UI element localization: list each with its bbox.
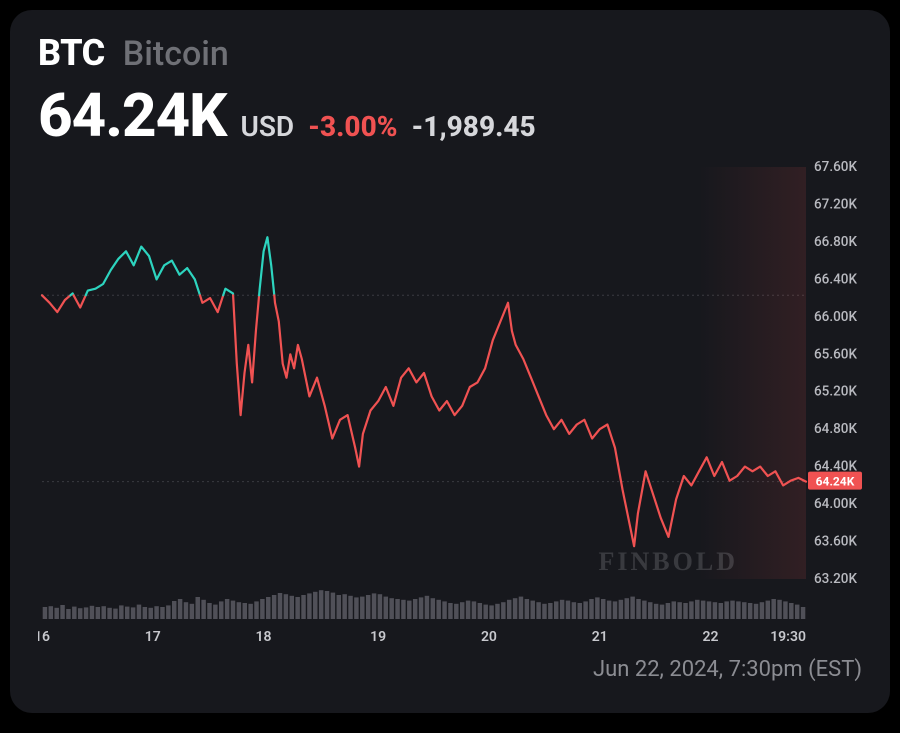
price-chart-svg: 67.60K 67.20K 66.80K 66.40K 66.00K 65.60K 65.2…: [38, 159, 868, 649]
svg-text:63.60K: 63.60K: [814, 534, 857, 550]
svg-text:21: 21: [592, 629, 608, 645]
svg-text:64.24K: 64.24K: [816, 475, 855, 489]
price-chart-card: BTC Bitcoin 64.24K USD -3.00% -1,989.45 …: [10, 10, 890, 713]
svg-text:64.00K: 64.00K: [814, 496, 857, 512]
asset-currency: USD: [240, 110, 294, 143]
asset-abs-change: -1,989.45: [411, 110, 535, 143]
asset-pct-change: -3.00%: [308, 110, 397, 143]
svg-text:64.80K: 64.80K: [814, 421, 857, 437]
svg-text:19: 19: [370, 629, 386, 645]
asset-symbol: BTC: [38, 32, 105, 74]
timestamp-footer: Jun 22, 2024, 7:30pm (EST): [38, 657, 868, 682]
svg-text:67.20K: 67.20K: [814, 196, 857, 212]
asset-price: 64.24K: [38, 80, 226, 151]
svg-text:67.60K: 67.60K: [814, 159, 857, 175]
svg-text:18: 18: [256, 629, 272, 645]
svg-text:20: 20: [481, 629, 497, 645]
svg-text:63.20K: 63.20K: [814, 571, 857, 587]
watermark: FINBOLD: [599, 547, 738, 577]
header-symbol-row: BTC Bitcoin: [38, 32, 868, 74]
svg-text:65.20K: 65.20K: [814, 384, 857, 400]
svg-text:17: 17: [145, 629, 161, 645]
svg-text:16: 16: [38, 629, 50, 645]
svg-text:66.80K: 66.80K: [814, 234, 857, 250]
chart-area[interactable]: 67.60K 67.20K 66.80K 66.40K 66.00K 65.60K 65.2…: [38, 159, 868, 649]
svg-text:66.40K: 66.40K: [814, 271, 857, 287]
header-price-row: 64.24K USD -3.00% -1,989.45: [38, 80, 868, 151]
svg-text:66.00K: 66.00K: [814, 309, 857, 325]
svg-text:65.60K: 65.60K: [814, 346, 857, 362]
svg-text:22: 22: [703, 629, 719, 645]
svg-text:19:30: 19:30: [770, 629, 806, 645]
asset-name: Bitcoin: [123, 34, 229, 74]
